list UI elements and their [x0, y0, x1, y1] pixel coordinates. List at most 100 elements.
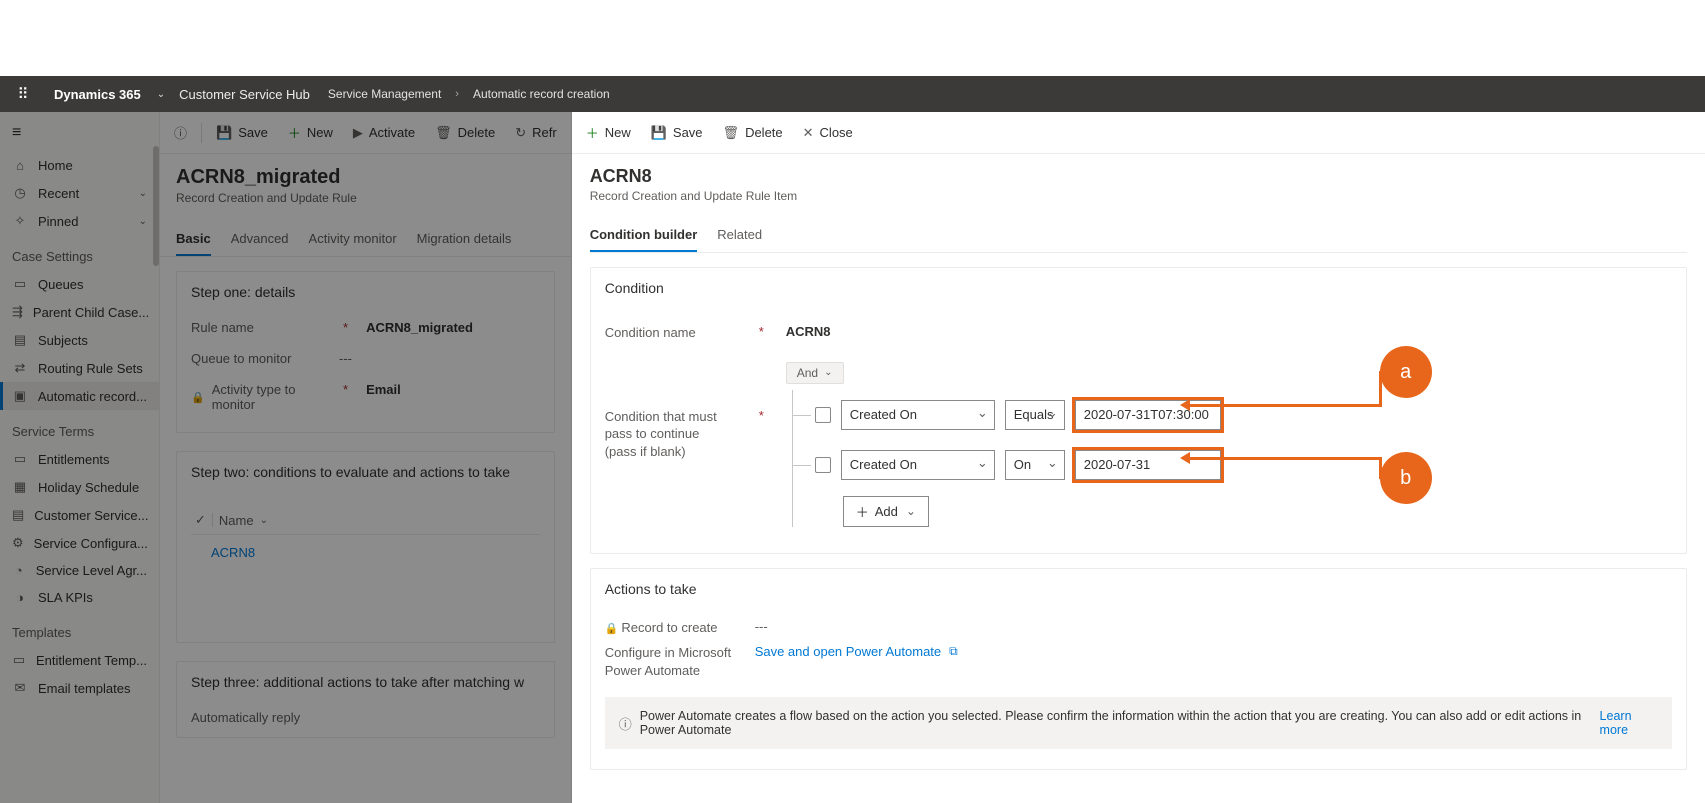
record-to-create-value[interactable]: --- [755, 619, 768, 634]
sidebar-item-customer-service[interactable]: ▤Customer Service... [0, 501, 159, 529]
cmd-label: Activate [369, 125, 415, 140]
sla-icon: ◔ [12, 563, 26, 578]
sidebar-item-label: Entitlements [38, 452, 110, 467]
operator-select-value: On [1014, 457, 1031, 472]
tab-activity-monitor[interactable]: Activity monitor [309, 221, 397, 256]
tab-condition-builder[interactable]: Condition builder [590, 217, 698, 252]
app-launcher-icon[interactable]: ⠿ [8, 85, 38, 103]
tab-migration-details[interactable]: Migration details [417, 221, 512, 256]
tab-basic[interactable]: Basic [176, 221, 211, 256]
queue-value[interactable]: --- [339, 351, 352, 366]
tab-related[interactable]: Related [717, 217, 762, 252]
sidebar-item-entitlements[interactable]: ▭ Entitlements [0, 445, 159, 473]
sidebar-item-automatic-record[interactable]: ▣ Automatic record... [0, 382, 159, 410]
chevron-down-icon[interactable]: ⌄ [157, 89, 165, 100]
sidebar-item-holiday[interactable]: ▦Holiday Schedule [0, 473, 159, 501]
cmd-label: Delete [458, 125, 496, 140]
hamburger-icon[interactable]: ≡ [0, 118, 159, 152]
sidebar-group-service-terms: Service Terms [0, 410, 159, 445]
column-name[interactable]: Name [219, 513, 254, 528]
and-label: And [797, 366, 818, 380]
plus-icon: ＋ [856, 502, 869, 521]
tab-advanced[interactable]: Advanced [231, 221, 289, 256]
panel-save-button[interactable]: 💾Save [643, 121, 711, 145]
sidebar-item-parent-child[interactable]: ⇶Parent Child Case... [0, 298, 159, 326]
field-select[interactable]: Created On [841, 450, 995, 480]
field-select[interactable]: Created On [841, 400, 995, 430]
record-title: ACRN8_migrated [176, 166, 555, 189]
checkmark-icon[interactable]: ✓ [195, 512, 206, 528]
condition-row-acrn8[interactable]: ACRN8 [191, 535, 540, 570]
sidebar-item-label: Queues [38, 277, 84, 292]
delete-icon: 🗑 [435, 125, 452, 141]
activate-button[interactable]: ▶ Activate [345, 121, 423, 145]
cmd-label: Close [820, 125, 853, 140]
breadcrumb-area[interactable]: Service Management [324, 87, 445, 101]
product-name[interactable]: Dynamics 365 [48, 87, 147, 102]
refresh-button[interactable]: ↻ Refr [507, 121, 564, 145]
sidebar-item-subjects[interactable]: ▤Subjects [0, 326, 159, 354]
group-operator-and[interactable]: And⌄ [786, 362, 844, 384]
form-tabs: Basic Advanced Activity monitor Migratio… [160, 221, 571, 257]
chevron-down-icon: ⌄ [139, 216, 147, 227]
activate-icon: ▶ [353, 125, 363, 141]
condition-heading: Condition [591, 268, 1686, 308]
entitlement-icon: ▭ [12, 451, 28, 467]
panel-new-button[interactable]: ＋New [578, 119, 639, 146]
sidebar-item-label: Entitlement Temp... [36, 653, 147, 668]
plus-icon: ＋ [586, 123, 599, 142]
panel-close-button[interactable]: ✕Close [795, 121, 861, 145]
sidebar-item-email-templates[interactable]: ✉Email templates [0, 674, 159, 702]
sidebar-item-label: Pinned [38, 214, 78, 229]
kpi-icon: ◑ [12, 590, 28, 605]
activity-type-value: Email [366, 382, 401, 397]
sidebar-item-pinned[interactable]: ✧Pinned⌄ [0, 207, 159, 235]
sidebar-item-sla-kpi[interactable]: ◑SLA KPIs [0, 584, 159, 611]
external-link-icon: ⧉ [949, 644, 958, 659]
add-condition-button[interactable]: ＋Add [843, 496, 929, 527]
delete-button[interactable]: 🗑 Delete [427, 121, 503, 145]
new-button[interactable]: ＋New [280, 119, 341, 146]
app-name[interactable]: Customer Service Hub [175, 87, 314, 102]
scrollbar-thumb[interactable] [153, 146, 159, 266]
sidebar-item-entitlement-temp[interactable]: ▭Entitlement Temp... [0, 646, 159, 674]
panel-delete-button[interactable]: 🗑Delete [715, 121, 791, 145]
operator-select[interactable]: On [1005, 450, 1065, 480]
config-icon: ⚙ [12, 535, 24, 551]
sidebar-item-service-config[interactable]: ⚙ Service Configura... [0, 529, 159, 557]
sidebar-item-recent[interactable]: ◷Recent⌄ [0, 179, 159, 207]
cmd-label: Save [673, 125, 703, 140]
record-icon: ▣ [12, 388, 28, 404]
chevron-down-icon[interactable]: ⌄ [260, 515, 268, 526]
save-open-power-automate-link[interactable]: Save and open Power Automate [755, 644, 941, 659]
sidebar-item-home[interactable]: ⌂ Home [0, 152, 159, 179]
row-checkbox[interactable] [815, 407, 831, 423]
sidebar-item-label: Service Configura... [34, 536, 148, 551]
row-checkbox[interactable] [815, 457, 831, 473]
required-icon: * [343, 320, 348, 335]
cmd-label: New [307, 125, 333, 140]
cmd-label: Refr [532, 125, 557, 140]
sidebar-item-routing[interactable]: ⇄Routing Rule Sets [0, 354, 159, 382]
rule-name-value[interactable]: ACRN8_migrated [366, 320, 473, 335]
learn-more-link[interactable]: Learn more [1600, 709, 1658, 737]
condition-pass-label: Condition that must pass to continue (pa… [605, 409, 717, 459]
sidebar-item-queues[interactable]: ▭ Queues [0, 270, 159, 298]
back-button[interactable]: ⓘ [166, 119, 195, 146]
sidebar-item-label: Home [38, 158, 73, 173]
subjects-icon: ▤ [12, 332, 28, 348]
queue-icon: ▭ [12, 276, 28, 292]
home-icon: ⌂ [12, 158, 28, 173]
condition-name-value[interactable]: ACRN8 [786, 324, 831, 339]
annotation-badge-a: a [1380, 346, 1432, 398]
info-text: Power Automate creates a flow based on t… [640, 709, 1588, 737]
sidebar-item-label: Automatic record... [38, 389, 147, 404]
breadcrumb-page[interactable]: Automatic record creation [469, 87, 614, 101]
step-two-card: Step two: conditions to evaluate and act… [176, 451, 555, 643]
refresh-icon: ↻ [515, 125, 526, 141]
save-button[interactable]: 💾Save [208, 121, 276, 145]
sidebar-item-sla[interactable]: ◔Service Level Agr... [0, 557, 159, 584]
annotation-badge-b: b [1380, 452, 1432, 504]
operator-select[interactable]: Equals [1005, 400, 1065, 430]
value-input[interactable]: 2020-07-31 [1075, 450, 1221, 480]
